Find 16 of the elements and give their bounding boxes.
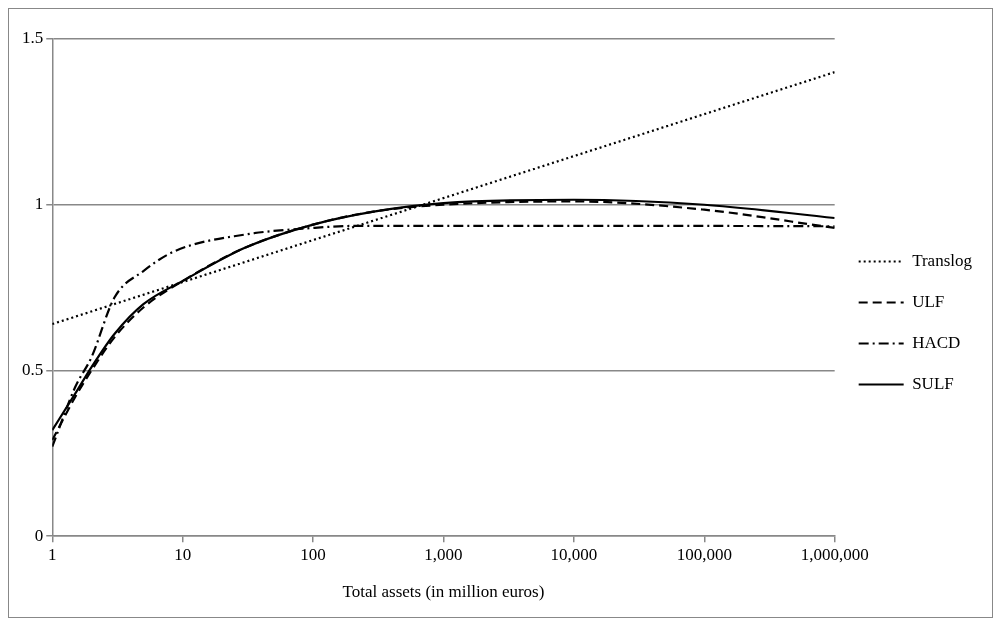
y-tick-label: 0 — [34, 525, 44, 545]
legend-label: Translog — [912, 250, 973, 270]
y-tick-label: 0.5 — [22, 359, 44, 379]
y-tick-label: 1 — [34, 194, 44, 214]
x-tick-label: 100,000 — [676, 544, 732, 564]
legend-label: SULF — [912, 373, 954, 393]
y-tick-label: 1.5 — [22, 28, 44, 48]
x-tick-label: 10 — [174, 544, 192, 564]
legend-label: ULF — [912, 291, 945, 311]
legend-label: HACD — [912, 332, 961, 352]
x-axis-title: Total assets (in million euros) — [342, 582, 545, 602]
x-tick-label: 1 — [48, 544, 57, 564]
x-tick-label: 10,000 — [550, 544, 598, 564]
x-tick-label: 1,000,000 — [800, 544, 869, 564]
x-tick-label: 100 — [300, 544, 326, 564]
x-tick-label: 1,000 — [424, 544, 463, 564]
